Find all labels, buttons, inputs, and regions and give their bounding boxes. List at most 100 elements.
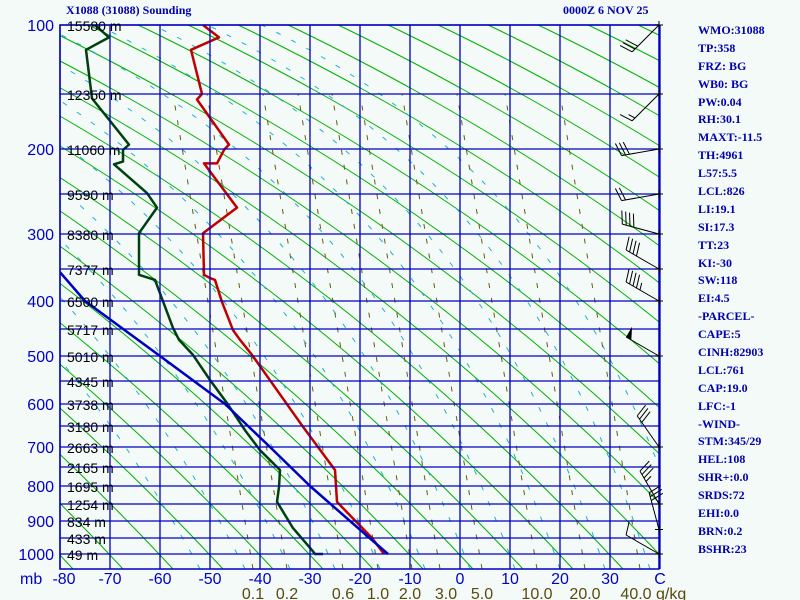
dry-adiabat xyxy=(60,363,274,569)
mixing-ratio-line xyxy=(401,93,483,569)
wind-barb-flag xyxy=(629,270,634,285)
height-label: 3180 m xyxy=(67,419,114,435)
dry-adiabat xyxy=(87,25,659,408)
mixing-ratio-line xyxy=(206,93,288,569)
wind-barb-flag xyxy=(629,238,634,253)
wind-barb-flag xyxy=(625,236,630,251)
moist-adiabat xyxy=(60,64,471,569)
height-label: 49 m xyxy=(67,547,98,563)
axis-unit-mb: mb xyxy=(20,571,42,588)
pressure-tick-label: 600 xyxy=(27,397,54,414)
height-label: 9590 m xyxy=(67,187,114,203)
mixing-ratio-line xyxy=(456,93,538,569)
stats-panel: WMO:31088 TP:358 FRZ: BG WB0: BG PW:0.04 RH:3… xyxy=(698,22,765,559)
wind-barb-flag xyxy=(625,268,630,283)
moist-adiabat xyxy=(207,25,651,569)
mixing-ratio-line xyxy=(504,93,586,569)
moist-adiabat xyxy=(60,99,426,569)
height-label: 11060 m xyxy=(67,142,120,158)
height-label: 5010 m xyxy=(67,349,114,365)
dry-adiabat xyxy=(60,407,224,569)
plot-area xyxy=(0,25,659,569)
stat-item: FRZ: BG xyxy=(698,58,747,73)
dry-adiabat xyxy=(137,25,659,365)
stat-item: -PARCEL- xyxy=(698,309,755,324)
temperature-tick-label: 20 xyxy=(551,571,569,588)
wind-barb-flag xyxy=(639,460,650,472)
stat-item: EHI:0.0 xyxy=(698,506,740,521)
mixing-ratio-label: 0.6 xyxy=(332,586,354,600)
pressure-tick-label: 900 xyxy=(27,514,54,531)
temperature-tick-label: -50 xyxy=(198,571,221,588)
wind-barb-half-flag xyxy=(628,114,636,119)
wind-barb-flag xyxy=(619,114,633,122)
wind-barb-staff xyxy=(625,281,660,302)
wind-barb xyxy=(619,90,663,122)
stat-item: SW:118 xyxy=(698,273,738,288)
wind-barb-flag xyxy=(635,242,641,257)
height-label: 15580 m xyxy=(67,18,121,34)
stat-item: BSHR:23 xyxy=(698,541,747,556)
stat-item: LFC:-1 xyxy=(698,398,736,413)
dry-adiabat xyxy=(60,115,624,569)
moist-adiabat xyxy=(261,25,659,468)
dry-adiabat xyxy=(437,25,659,147)
wind-barb-flag xyxy=(641,411,651,423)
stat-item: CINH:82903 xyxy=(698,345,764,360)
dry-adiabat xyxy=(187,25,659,323)
height-label: 1695 m xyxy=(67,479,114,495)
stat-item: HEL:108 xyxy=(698,452,746,467)
dry-adiabat xyxy=(587,25,659,62)
dry-adiabat xyxy=(0,25,23,569)
wind-barb xyxy=(621,210,663,238)
stat-item: STM:345/29 xyxy=(698,434,762,449)
wind-barb-staff xyxy=(625,534,660,555)
wind-barb-flag xyxy=(648,485,661,494)
wind-barb-flag xyxy=(632,272,637,287)
dry-adiabat xyxy=(60,322,324,569)
height-label: 8380 m xyxy=(67,227,114,243)
wind-barb xyxy=(625,521,663,558)
moist-adiabat xyxy=(60,238,291,569)
stat-item: MAXT:-11.5 xyxy=(698,130,763,145)
stat-item: CAPE:5 xyxy=(698,327,741,342)
dry-adiabat xyxy=(60,282,374,569)
wind-barb-staff xyxy=(621,193,660,202)
stat-item: PW:0.04 xyxy=(698,94,742,109)
wind-barb-staff xyxy=(636,415,660,448)
stat-item: SRDS:72 xyxy=(698,488,745,503)
wind-barb xyxy=(639,460,663,508)
height-label: 834 m xyxy=(67,514,106,530)
mixing-ratio-label: 20.0 xyxy=(569,586,600,600)
dewpoint-profile xyxy=(84,25,323,556)
mixing-ratio-line xyxy=(331,93,413,569)
wind-barb-flag xyxy=(643,467,654,479)
temperature-tick-label: -20 xyxy=(348,571,371,588)
mixing-ratio-label: 40.0 xyxy=(620,586,651,600)
mixing-ratio-label: 5.0 xyxy=(471,586,493,600)
temperature-tick-label: -40 xyxy=(248,571,271,588)
mixing-ratio-label: 10.0 xyxy=(521,586,552,600)
mixing-ratio-line xyxy=(262,93,344,569)
mixing-ratio-unit: g/kg xyxy=(656,586,686,600)
dry-adiabat xyxy=(337,25,659,211)
temperature-tick-label: -30 xyxy=(298,571,321,588)
height-label: 5717 m xyxy=(67,322,114,338)
temperature-tick-label: 0 xyxy=(456,571,465,588)
stat-item: WMO:31088 xyxy=(698,23,765,37)
stat-item: -WIND- xyxy=(698,416,740,431)
height-label: 6500 m xyxy=(67,294,114,310)
stat-item: LCL:826 xyxy=(698,184,745,199)
wind-barb-half-flag xyxy=(645,475,652,482)
wind-barb-flag xyxy=(650,492,664,501)
stat-item: SHR+:0.0 xyxy=(698,470,749,485)
mixing-ratio-label: 1.0 xyxy=(367,586,389,600)
wind-barb xyxy=(648,485,664,534)
wind-barb xyxy=(614,141,663,157)
temperature-tick-label: -70 xyxy=(98,571,121,588)
stat-item: BRN:0.2 xyxy=(698,523,743,538)
wind-barb xyxy=(625,268,663,305)
wind-barb-half-flag xyxy=(639,282,643,291)
dry-adiabat xyxy=(60,87,659,555)
height-label: 4345 m xyxy=(67,374,114,390)
